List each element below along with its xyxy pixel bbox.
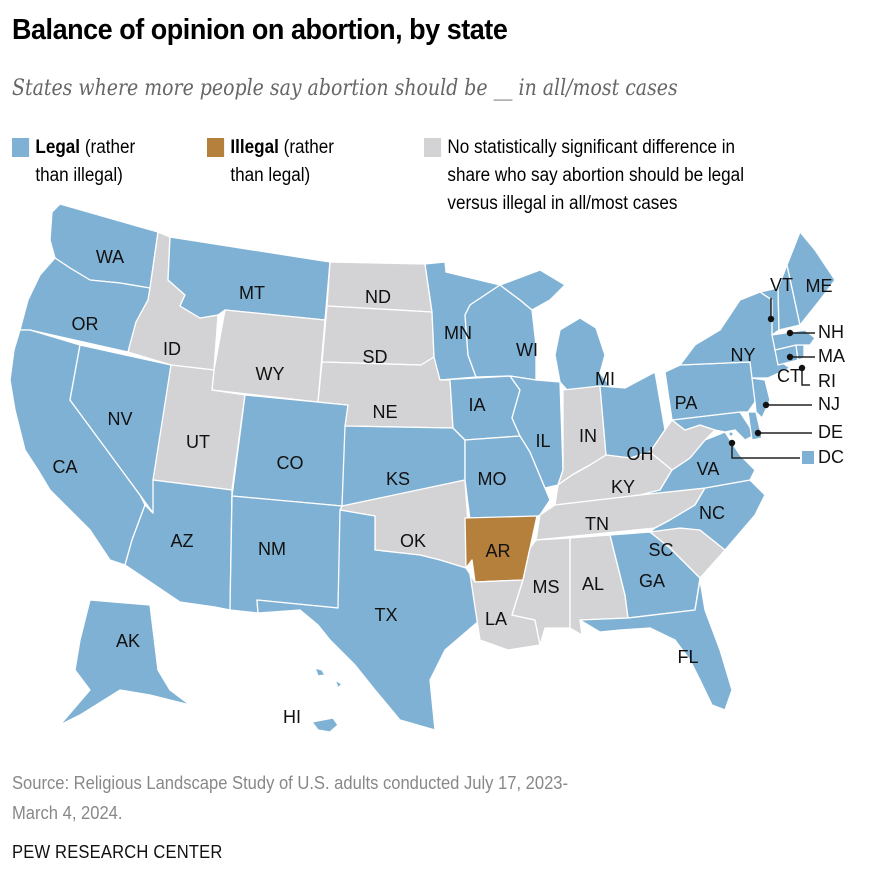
callout-dot-ma [786, 353, 794, 361]
state-il [509, 375, 564, 489]
state-label-sd: SD [362, 347, 387, 367]
state-label-nc: NC [699, 503, 725, 523]
state-label-wy: WY [256, 364, 285, 384]
callout-label-ma: MA [818, 346, 845, 366]
state-label-wi: WI [516, 340, 538, 360]
state-label-nd: ND [365, 287, 391, 307]
state-dc [728, 431, 734, 437]
callout-label-ri: RI [818, 371, 836, 391]
callout-label-de: DE [818, 422, 843, 442]
pew-research-center-logo: PEW RESEARCH CENTER [12, 842, 223, 862]
state-hi [311, 667, 343, 733]
state-nv [69, 344, 172, 514]
state-label-ky: KY [611, 477, 635, 497]
state-tx [256, 509, 481, 731]
state-label-ga: GA [639, 571, 665, 591]
legend-label-rest: (rather [80, 137, 136, 158]
legend-label-line2: than legal) [230, 165, 311, 186]
state-label-az: AZ [170, 531, 193, 551]
callout-dot-vt [767, 315, 775, 323]
state-label-pa: PA [675, 393, 698, 413]
state-label-ca: CA [52, 457, 77, 477]
state-me [786, 231, 836, 326]
state-ak [59, 599, 191, 726]
legend-label-line2: than illegal) [35, 165, 123, 186]
state-label-ny: NY [730, 345, 755, 365]
state-label-ia: IA [468, 395, 485, 415]
source-line-1: Source: Religious Landscape Study of U.S… [12, 773, 569, 793]
state-label-tx: TX [374, 605, 397, 625]
state-nm [229, 495, 343, 614]
state-label-id: ID [163, 339, 181, 359]
state-label-fl: FL [677, 647, 698, 667]
legend-swatch-illegal [207, 138, 225, 157]
legend-label-line1: No statistically significant difference … [447, 137, 736, 158]
state-label-ne: NE [372, 402, 397, 422]
state-label-sc: SC [648, 540, 673, 560]
callout-label-nh: NH [818, 322, 844, 342]
callout-dot-de [754, 429, 762, 437]
callout-dot-nj [762, 401, 770, 409]
source-line-2: March 4, 2024. [12, 803, 123, 823]
legend-label-line2: share who say abortion should be legal [447, 165, 745, 186]
callout-line-ri [801, 368, 810, 386]
callout-line-dc [731, 443, 800, 459]
state-label-or: OR [72, 314, 99, 334]
callout-dot-ri [798, 364, 806, 372]
state-label-mo: MO [478, 469, 507, 489]
state-label-ar: AR [485, 541, 510, 561]
state-label-wa: WA [96, 247, 124, 267]
state-wy [211, 309, 326, 403]
state-nc [649, 479, 766, 551]
legend-label-bold: Legal [35, 137, 81, 158]
state-label-in: IN [579, 426, 597, 446]
legend-swatch-legal [12, 138, 30, 157]
source-note: Source: Religious Landscape Study of U.S… [12, 768, 568, 828]
state-label-al: AL [582, 574, 604, 594]
state-label-ct: CT [777, 366, 801, 386]
state-fl [579, 579, 733, 711]
callout-dot-nh [786, 329, 794, 337]
state-label-ut: UT [186, 432, 210, 452]
state-label-ks: KS [386, 469, 410, 489]
callout-dot-dc [728, 439, 736, 447]
state-label-mn: MN [444, 323, 472, 343]
legend: Legal (rather than illegal) Illegal (rath… [12, 134, 872, 224]
legend-label-line3: versus illegal in all/most cases [447, 193, 678, 214]
state-label-hi: HI [283, 707, 301, 727]
chart-title: Balance of opinion on abortion, by state [12, 14, 508, 46]
state-md [671, 411, 756, 441]
state-co [231, 394, 349, 507]
state-label-il: IL [535, 431, 550, 451]
state-label-va: VA [697, 459, 720, 479]
callout-swatch-dc [802, 451, 814, 464]
state-label-nm: NM [258, 539, 286, 559]
state-ma [771, 329, 816, 351]
legend-label-bold: Illegal [230, 137, 279, 158]
state-mt [167, 236, 331, 321]
state-label-ak: AK [116, 631, 140, 651]
callout-label-dc: DC [818, 447, 844, 467]
state-vt [759, 287, 780, 336]
state-label-mt: MT [239, 283, 265, 303]
state-label-tn: TN [585, 514, 609, 534]
legend-label-rest: (rather [278, 137, 334, 158]
state-label-oh: OH [627, 444, 654, 464]
state-label-mi: MI [595, 369, 615, 389]
state-label-me: ME [806, 276, 833, 296]
callout-label-vt: VT [770, 275, 793, 295]
state-mi [499, 269, 613, 392]
callout-label-nj: NJ [818, 394, 840, 414]
state-label-co: CO [277, 453, 304, 473]
legend-swatch-nosig [424, 138, 442, 157]
state-label-ok: OK [400, 531, 426, 551]
chart-subtitle: States where more people say abortion sh… [12, 76, 678, 101]
state-label-la: LA [485, 609, 507, 629]
us-state-map: WA OR CA NV ID MT WY UT CO AZ NM ND SD NE KS OK TX MN IA MO… [9, 203, 845, 733]
state-label-ms: MS [533, 577, 560, 597]
state-label-nv: NV [107, 409, 132, 429]
